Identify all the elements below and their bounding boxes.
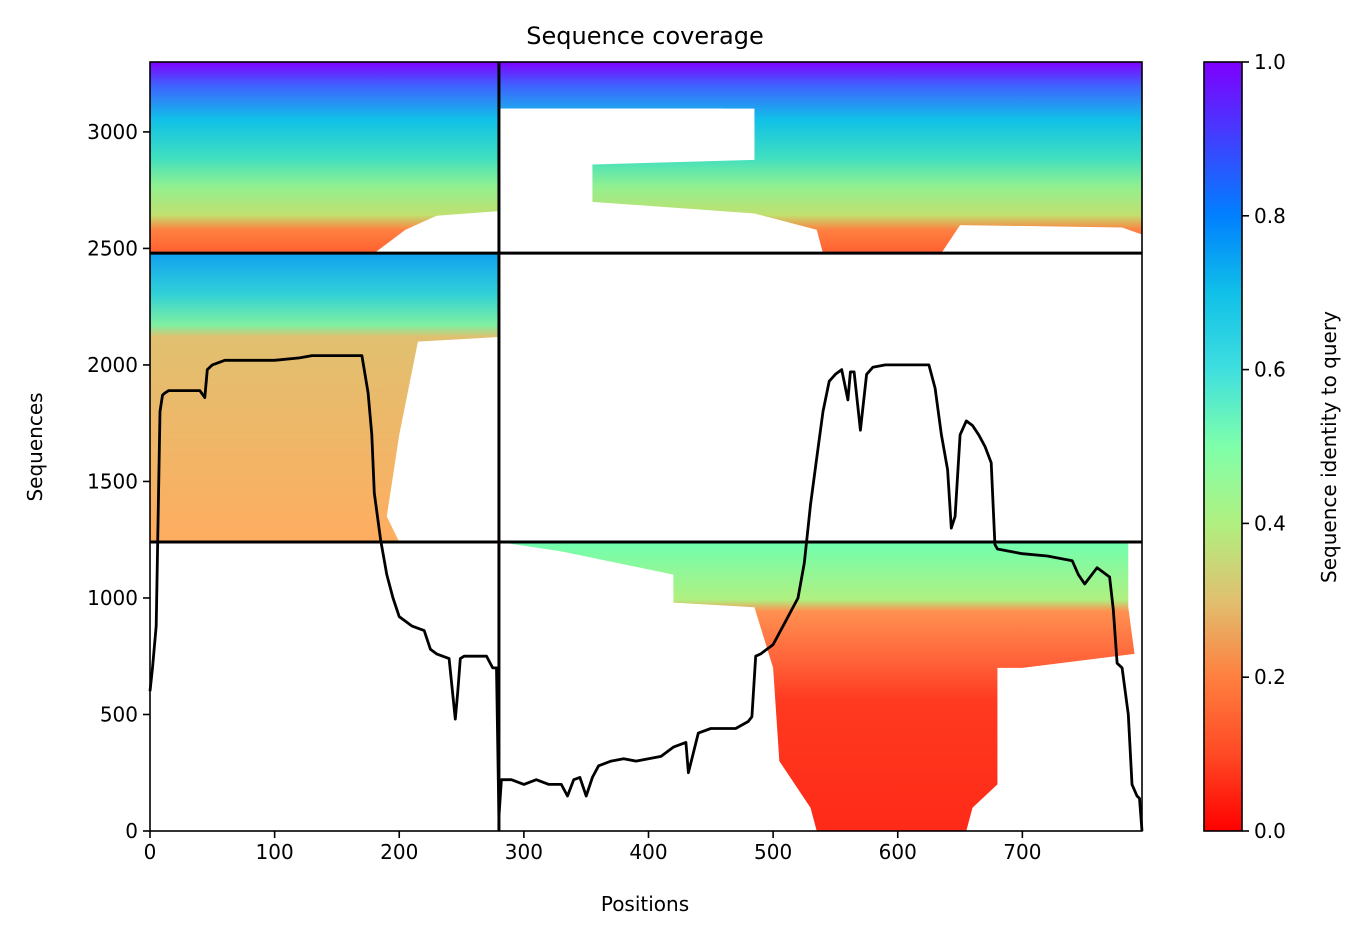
y-tick-label: 0 — [125, 819, 138, 843]
colorbar-tick-label: 0.0 — [1254, 819, 1286, 843]
x-tick-label: 200 — [380, 840, 418, 864]
y-tick-label: 1000 — [87, 586, 138, 610]
coverage-block-top-right — [498, 62, 1143, 254]
coverage-block-bottom-right — [498, 542, 1135, 831]
x-tick-label: 700 — [1003, 840, 1041, 864]
x-tick-label: 400 — [629, 840, 667, 864]
colorbar-label: Sequence identity to query — [1317, 311, 1341, 583]
x-tick-label: 600 — [879, 840, 917, 864]
plot-area — [148, 62, 1144, 832]
chart-title: Sequence coverage — [526, 22, 763, 50]
y-tick-label: 1500 — [87, 469, 138, 493]
coverage-block-middle-left — [150, 253, 499, 543]
colorbar-gradient — [1203, 61, 1243, 832]
coverage-block-top-left — [150, 62, 499, 254]
plot-frame — [149, 61, 1143, 832]
colorbar-tick-label: 0.4 — [1254, 511, 1286, 535]
colorbar-tick-label: 0.8 — [1254, 204, 1286, 228]
x-tick-label: 0 — [144, 840, 157, 864]
y-tick-label: 3000 — [87, 120, 138, 144]
colorbar-tick-label: 0.2 — [1254, 665, 1286, 689]
colorbar: 0.0 0.2 0.4 0.6 0.8 1.0 — [1203, 50, 1286, 843]
y-tick-label: 2500 — [87, 236, 138, 260]
coverage-gap — [498, 108, 755, 156]
colorbar-tick-label: 1.0 — [1254, 50, 1286, 74]
x-tick-label: 500 — [754, 840, 792, 864]
x-axis-label: Positions — [601, 892, 689, 916]
axes: 0 100 200 300 400 500 600 700 0 500 1000 1500 2000 25… — [87, 61, 1143, 864]
colorbar-tick-label: 0.6 — [1254, 358, 1286, 382]
coverage-line — [148, 354, 1144, 832]
y-tick-label: 500 — [100, 702, 138, 726]
x-tick-label: 300 — [505, 840, 543, 864]
y-tick-label: 2000 — [87, 353, 138, 377]
y-axis-label: Sequences — [23, 392, 47, 501]
x-tick-label: 100 — [256, 840, 294, 864]
